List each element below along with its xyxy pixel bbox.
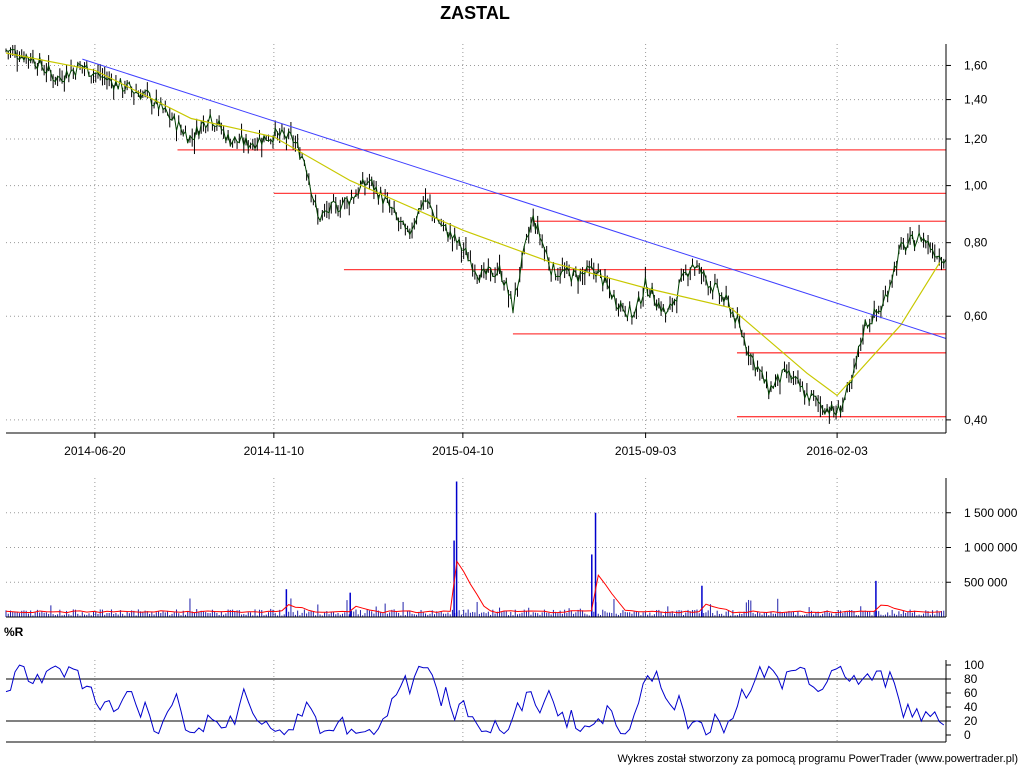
y-tick-label: 0,40: [964, 413, 988, 427]
x-tick-label: 2016-02-03: [806, 444, 868, 458]
volume-bars: [5, 481, 947, 617]
x-tick-label: 2015-09-03: [615, 444, 677, 458]
volume-average-line: [5, 560, 942, 614]
y-tick-label: 60: [964, 686, 978, 700]
volume-gridlines: [6, 478, 946, 617]
volume-panel: 1 500 000 1 000 000 500 000: [5, 478, 1018, 618]
y-tick-label: 20: [964, 714, 978, 728]
x-tick-label: 2014-06-20: [64, 444, 126, 458]
price-y-ticks: 1,60 1,40 1,20 1,00 0,80 0,60 0,40: [946, 58, 988, 427]
y-tick-label: 1 500 000: [964, 506, 1018, 520]
y-tick-label: 0,60: [964, 309, 988, 323]
y-tick-label: 100: [964, 658, 984, 672]
williams-r-title: %R: [4, 625, 24, 639]
price-x-ticks: 2014-06-20 2014-11-10 2015-04-10 2015-09-03…: [64, 433, 868, 458]
y-tick-label: 1,40: [964, 93, 988, 107]
y-tick-label: 1,60: [964, 58, 988, 72]
y-tick-label: 0: [964, 728, 971, 742]
y-tick-label: 80: [964, 672, 978, 686]
y-tick-label: 1,00: [964, 179, 988, 193]
x-tick-label: 2015-04-10: [432, 444, 494, 458]
y-tick-label: 1 000 000: [964, 541, 1018, 555]
price-panel: 2014-06-20 2014-11-10 2015-04-10 2015-09-03…: [5, 44, 988, 458]
y-tick-label: 40: [964, 700, 978, 714]
price-moving-average: [5, 52, 941, 397]
x-tick-label: 2014-11-10: [244, 444, 305, 458]
price-gridlines: [6, 44, 946, 433]
support-resistance-lines: [177, 149, 946, 418]
price-series-close: [5, 48, 947, 417]
chart-title: ZASTAL: [440, 3, 510, 23]
y-tick-label: 1,20: [964, 132, 988, 146]
volume-y-ticks: 1 500 000 1 000 000 500 000: [946, 506, 1018, 589]
williams-r-line: [5, 664, 945, 736]
williams-r-gridlines: [94, 660, 838, 742]
y-tick-label: 0,80: [964, 236, 988, 250]
footer-credit: Wykres został stworzony za pomocą progra…: [617, 753, 1018, 765]
downtrend-line: [82, 58, 947, 339]
williams-r-reference-lines: [6, 678, 946, 722]
y-tick-label: 500 000: [964, 575, 1008, 589]
